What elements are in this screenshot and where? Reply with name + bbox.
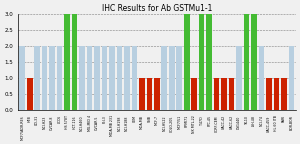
Bar — [221, 78, 227, 110]
Bar — [191, 78, 197, 110]
Bar — [34, 46, 40, 110]
Bar — [132, 46, 137, 110]
Bar — [176, 46, 182, 110]
Bar — [161, 46, 167, 110]
Bar — [20, 46, 25, 110]
Bar — [57, 46, 62, 110]
Bar — [244, 14, 249, 110]
Bar — [236, 46, 242, 110]
Bar — [169, 46, 175, 110]
Bar — [274, 78, 279, 110]
Bar — [117, 46, 122, 110]
Bar — [146, 78, 152, 110]
Bar — [79, 46, 85, 110]
Bar — [94, 46, 100, 110]
Bar — [109, 46, 115, 110]
Bar — [42, 46, 47, 110]
Bar — [259, 46, 264, 110]
Bar — [251, 14, 257, 110]
Bar — [139, 78, 145, 110]
Bar — [229, 78, 234, 110]
Bar — [184, 14, 190, 110]
Bar — [281, 78, 287, 110]
Bar — [102, 46, 107, 110]
Bar — [214, 78, 219, 110]
Bar — [72, 14, 77, 110]
Bar — [27, 78, 32, 110]
Bar — [289, 46, 294, 110]
Bar — [50, 46, 55, 110]
Bar — [64, 14, 70, 110]
Bar — [266, 78, 272, 110]
Title: IHC Results for Ab GSTMu1-1: IHC Results for Ab GSTMu1-1 — [102, 4, 212, 13]
Bar — [124, 46, 130, 110]
Bar — [154, 78, 160, 110]
Bar — [87, 46, 92, 110]
Bar — [199, 14, 205, 110]
Bar — [206, 14, 212, 110]
